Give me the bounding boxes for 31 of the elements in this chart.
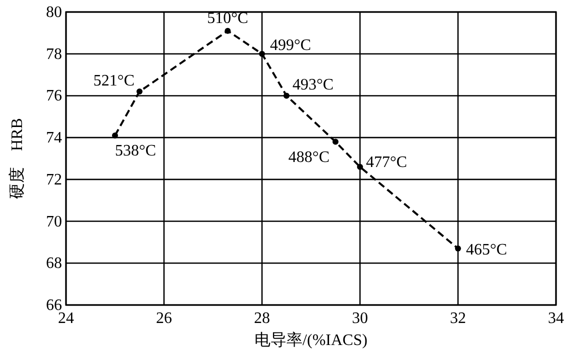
- point: [224, 28, 231, 34]
- y-tick-label: 70: [46, 213, 62, 230]
- y-axis-title: 硬度 HRB: [8, 118, 26, 199]
- y-tick-label: 72: [46, 171, 62, 188]
- x-tick-label: 24: [58, 310, 74, 327]
- annotation: 538°C: [115, 142, 156, 160]
- x-tick-label: 32: [450, 310, 466, 327]
- annotation: 488°C: [288, 148, 330, 166]
- point: [112, 132, 118, 138]
- x-axis-title: 电导率/(%IACS): [254, 331, 368, 349]
- annotation: 499°C: [270, 36, 312, 54]
- point: [284, 92, 290, 99]
- y-tick-label: 78: [46, 46, 62, 63]
- point: [136, 88, 142, 95]
- y-tick-label: 74: [46, 130, 62, 147]
- annotation: 493°C: [292, 76, 334, 94]
- y-tick-label: 76: [46, 88, 62, 105]
- annotation: 521°C: [93, 72, 134, 90]
- point: [357, 164, 363, 170]
- annotation: 510°C: [207, 10, 248, 27]
- point: [332, 138, 338, 145]
- point: [259, 50, 265, 57]
- x-tick-label: 30: [352, 310, 368, 327]
- x-tick-label: 26: [156, 310, 172, 327]
- y-tick-label: 68: [46, 255, 62, 272]
- point: [455, 245, 461, 252]
- annotation: 477°C: [366, 154, 408, 171]
- y-tick-label: 80: [46, 4, 62, 21]
- x-tick-label: 34: [548, 310, 564, 327]
- annotation: 465°C: [466, 241, 508, 258]
- x-tick-label: 28: [254, 310, 270, 327]
